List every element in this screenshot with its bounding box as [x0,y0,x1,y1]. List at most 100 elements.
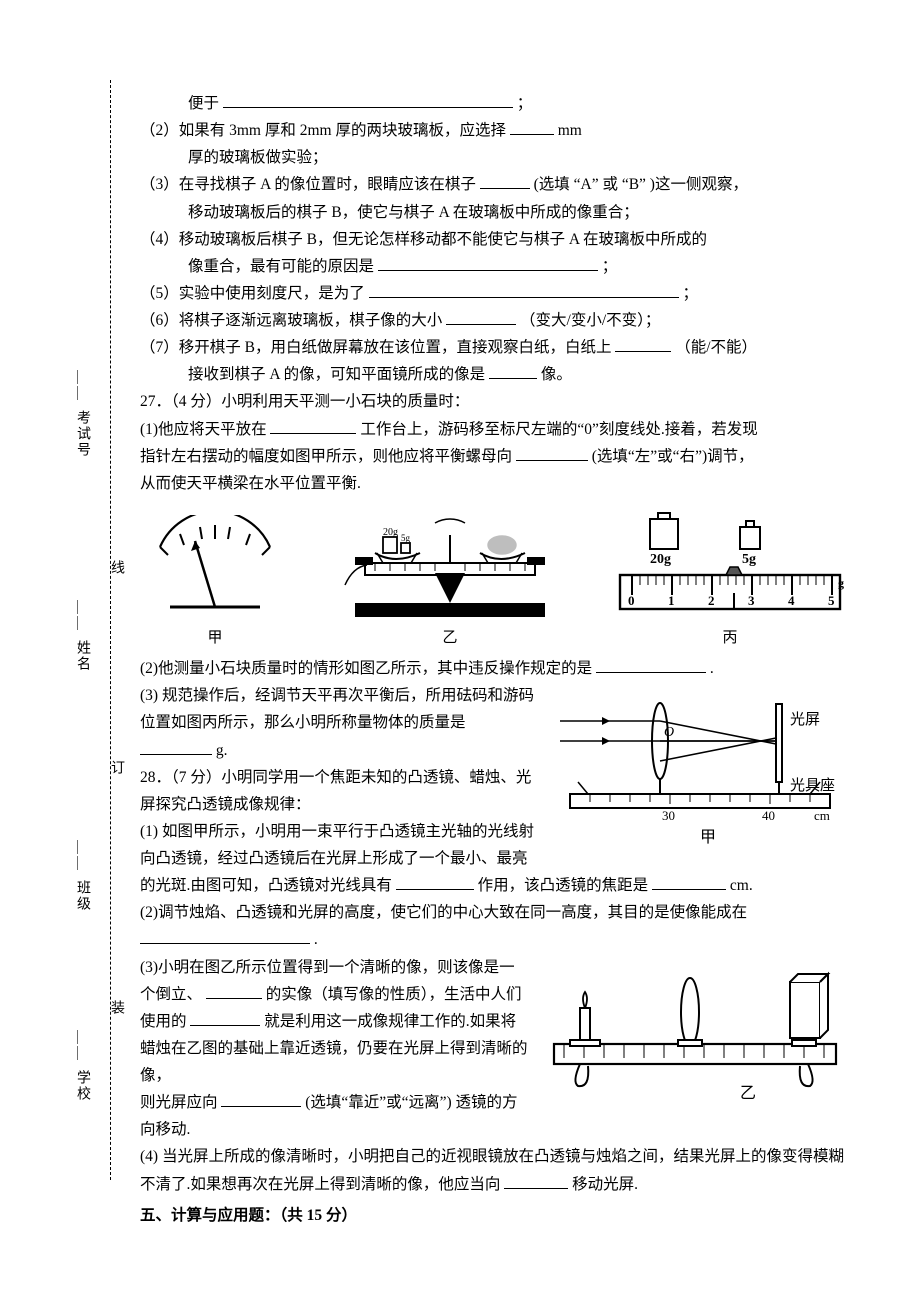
text: . [710,660,714,677]
blank [510,119,554,136]
svg-text:5: 5 [828,593,835,608]
p28-2b: . [140,926,850,953]
text: （能/不能） [675,339,757,356]
fig-yi: 20g 5g 乙 [335,505,565,651]
binding-margin: 学校 班级 姓名 考试号 ＿＿ ＿＿ ＿＿ ＿＿ 装 订 线 [72,80,120,1180]
text: 则光屏应向 [140,1094,218,1111]
p28-2: (2)调节烛焰、凸透镜和光屏的高度，使它们的中心大致在同一高度，其目的是使像能成… [140,899,850,926]
label-screen: 光屏 [790,711,820,728]
fig-lens-jia: O 光屏 30 [550,686,850,855]
optical-bench-icon: 乙 [540,958,850,1108]
text: g. [216,742,228,759]
text: （7）移开棋子 B，用白纸做屏幕放在该位置，直接观察白纸，白纸上 [140,339,611,356]
text: 移动光屏. [572,1176,638,1193]
text: （5）实验中使用刻度尺，是为了 [140,285,365,302]
blank [504,1172,568,1189]
blank [369,281,679,298]
text: （4）移动玻璃板后棋子 B，但无论怎样移动都不能使它与棋子 A 在玻璃板中所成的 [140,231,707,248]
text: 接收到棋子 A 的像，可知平面镜所成的像是 [188,366,485,383]
lens-diagram-icon: O 光屏 30 [550,686,850,846]
binding-seg-zhuang: 装 [106,1000,126,1018]
cont-line-bianyu: 便于 ； [140,90,850,117]
svg-text:30: 30 [662,808,675,823]
label-examno: 考试号 [72,410,92,458]
blank [206,982,262,999]
p27-1b: 指针左右摆动的幅度如图甲所示，则他应将平衡螺母向 (选填“左”或“右”)调节， [140,443,850,470]
blank [140,738,212,755]
text: ； [602,258,618,275]
fig-bing: 20g 5g [610,505,850,651]
q4-cont: 像重合，最有可能的原因是 ； [140,253,850,280]
text: （2）如果有 3mm 厚和 2mm 厚的两块玻璃板，应选择 [140,122,506,139]
blank [652,874,726,891]
blank [396,874,474,891]
p27-1: (1)他应将天平放在 工作台上，游码移至标尺左端的“0”刻度线处.接着，若发现 [140,416,850,443]
weight-label: 5g [401,533,411,543]
blank [596,657,706,674]
q7: （7）移开棋子 B，用白纸做屏幕放在该位置，直接观察白纸，白纸上 （能/不能） [140,334,850,361]
q6: （6）将棋子逐渐远离玻璃板，棋子像的大小 （变大/变小/不变）； [140,307,850,334]
svg-text:g: g [838,576,844,590]
body-column: 便于 ； （2）如果有 3mm 厚和 2mm 厚的两块玻璃板，应选择 mm 厚的… [140,90,850,1229]
p27-head: 27．（4 分）小明利用天平测一小石块的质量时： [140,388,850,415]
binding-seg-ding: 订 [106,760,126,778]
text: (1)他应将天平放在 [140,421,267,438]
text: 28．（7 分）小明同学用一个焦距未知的凸透镜、蜡烛、光屏探究凸透镜成像规律： [140,769,531,813]
text: 作用，该凸透镜的焦距是 [478,877,649,894]
fig-jia: 甲 [140,515,290,651]
svg-text:20g: 20g [650,552,671,567]
svg-text:5g: 5g [742,552,756,567]
weight-label: 20g [383,527,398,538]
blank [615,336,671,353]
text: ； [517,95,533,112]
blank [140,928,310,945]
blank [489,363,537,380]
weights-and-ruler-icon: 20g 5g [610,505,850,625]
label-rail: 光具座 [790,777,835,794]
binding-seg-xian: 线 [106,560,126,578]
svg-text:2: 2 [708,593,715,608]
text: (3) 规范操作后，经调节天平再次平衡后，所用砝码和游码位置如图丙所示，那么小明… [140,687,534,731]
blank [223,92,513,109]
text: cm. [730,877,753,894]
q5: （5）实验中使用刻度尺，是为了 ； [140,280,850,307]
blank [190,1009,260,1026]
p27-1c: 从而使天平横梁在水平位置平衡. [140,470,850,497]
label-class: 班级 [72,880,92,912]
svg-text:cm: cm [814,808,830,823]
blank [270,417,356,434]
blank [480,173,530,190]
svg-text:1: 1 [668,593,675,608]
text: （6）将棋子逐渐远离玻璃板，棋子像的大小 [140,312,442,329]
p28-4: (4) 当光屏上所成的像清晰时，小明把自己的近视眼镜放在凸透镜与烛焰之间，结果光… [140,1143,850,1197]
text: 像重合，最有可能的原因是 [188,258,374,275]
binding-dashed-line [110,80,111,1180]
svg-text:40: 40 [762,808,775,823]
svg-text:3: 3 [748,593,755,608]
text: 厚的玻璃板做实验； [188,149,328,166]
text: 像。 [541,366,572,383]
text: 工作台上，游码移至标尺左端的“0”刻度线处.接着，若发现 [360,421,757,438]
text: (2)他测量小石块质量时的情形如图乙所示，其中违反操作规定的是 [140,660,592,677]
q7-cont: 接收到棋子 A 的像，可知平面镜所成的像是 像。 [140,361,850,388]
blank [446,309,516,326]
caption-jia: 甲 [700,829,716,846]
label-school: 学校 [72,1070,92,1102]
text: 指针左右摆动的幅度如图甲所示，则他应将平衡螺母向 [140,448,512,465]
text: (选填 “A” 或 “B” )这一侧观察， [534,176,748,193]
caption-yi: 乙 [740,1085,756,1102]
text: 移动玻璃板后的棋子 B，使它与棋子 A 在玻璃板中所成的像重合； [188,204,639,221]
text: (1) 如图甲所示，小明用一束平行于凸透镜主光轴的光线射向凸透镜，经过凸透镜后在… [140,823,534,894]
blank [221,1091,301,1108]
text: (2)调节烛焰、凸透镜和光屏的高度，使它们的中心大致在同一高度，其目的是使像能成… [140,904,747,921]
text: (选填“左”或“右”)调节， [592,448,754,465]
text: （3）在寻找棋子 A 的像位置时，眼睛应该在棋子 [140,176,476,193]
text: 从而使天平横梁在水平位置平衡. [140,475,361,492]
svg-text:4: 4 [788,593,795,608]
text: ； [683,285,699,302]
q3-cont: 移动玻璃板后的棋子 B，使它与棋子 A 在玻璃板中所成的像重合； [140,199,850,226]
caption: 甲 [207,625,222,651]
pointer-dial-icon [140,515,290,625]
svg-text:0: 0 [628,593,635,608]
balance-icon: 20g 5g [335,505,565,625]
